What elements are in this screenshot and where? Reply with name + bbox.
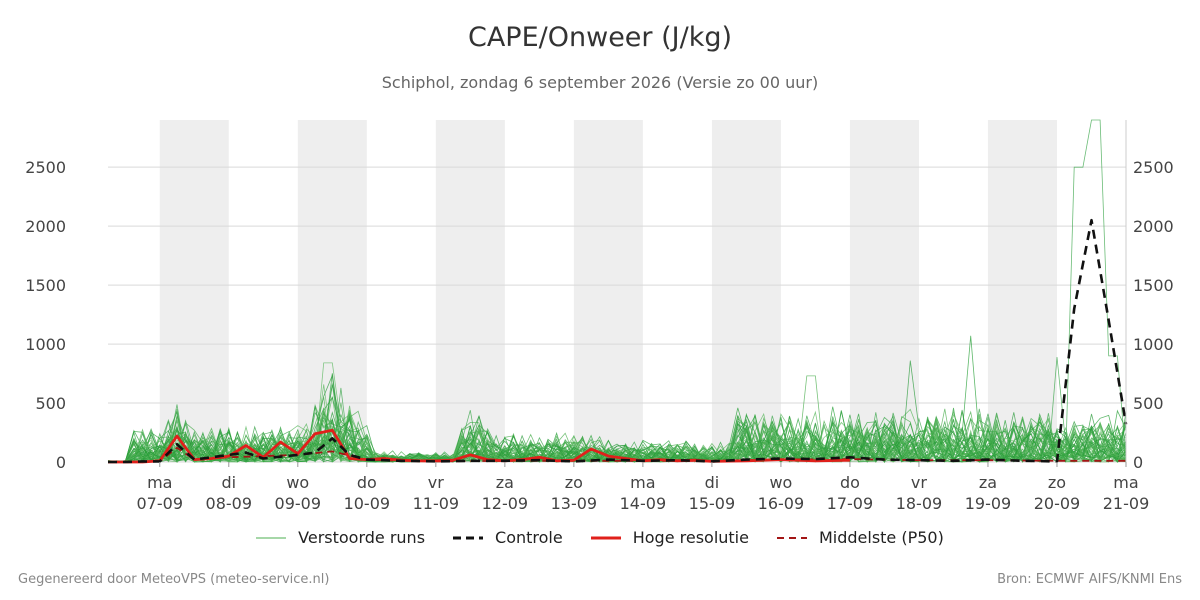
x-tick-day: wo bbox=[286, 473, 309, 492]
x-tick-day: vr bbox=[911, 473, 927, 492]
x-tick-date: 08-09 bbox=[206, 494, 253, 513]
weekday-band bbox=[573, 120, 643, 462]
x-tick-date: 11-09 bbox=[413, 494, 460, 513]
weekday-band bbox=[849, 120, 919, 462]
x-tick-date: 13-09 bbox=[551, 494, 598, 513]
x-tick-date: 21-09 bbox=[1103, 494, 1150, 513]
x-tick-day: do bbox=[840, 473, 860, 492]
x-tick-day: do bbox=[357, 473, 377, 492]
weekday-shading bbox=[159, 120, 1057, 462]
x-tick-date: 16-09 bbox=[758, 494, 805, 513]
y-tick-label-left: 500 bbox=[35, 394, 66, 413]
weekday-band bbox=[987, 120, 1057, 462]
chart-title: CAPE/Onweer (J/kg) bbox=[467, 22, 732, 53]
x-tick-day: vr bbox=[428, 473, 444, 492]
y-tick-label-right: 0 bbox=[1133, 453, 1143, 472]
legend-swatch-control bbox=[453, 536, 484, 539]
legend-label-control: Controle bbox=[495, 528, 563, 547]
legend-swatch-median bbox=[776, 536, 807, 539]
x-tick-day: ma bbox=[147, 473, 172, 492]
legend-swatch-perturbed bbox=[256, 537, 287, 538]
x-tick-day: ma bbox=[630, 473, 655, 492]
axes: 0 0 500 500 1000 1000 1500 1500 2000 2000 2500 2500… bbox=[25, 120, 1174, 513]
legend-item-perturbed: Verstoorde runs bbox=[256, 528, 425, 547]
legend-item-control: Controle bbox=[453, 528, 563, 547]
legend-label-median: Middelste (P50) bbox=[818, 528, 944, 547]
y-tick-label-right: 1000 bbox=[1133, 335, 1174, 354]
y-tick-label-left: 2500 bbox=[25, 158, 66, 177]
main-series bbox=[107, 218, 1128, 464]
x-tick-date: 19-09 bbox=[965, 494, 1012, 513]
y-tick-label-left: 0 bbox=[56, 453, 66, 472]
legend-label-highres: Hoge resolutie bbox=[632, 528, 749, 547]
weekday-band bbox=[297, 120, 367, 462]
footer-source: Bron: ECMWF AIFS/KNMI Ens bbox=[997, 572, 1182, 587]
x-tick-date: 15-09 bbox=[689, 494, 736, 513]
footer-credit: Gegenereerd door MeteoVPS (meteo-service… bbox=[18, 572, 330, 587]
legend-label-perturbed: Verstoorde runs bbox=[298, 528, 426, 547]
legend-item-highres: Hoge resolutie bbox=[590, 528, 749, 547]
x-tick-date: 18-09 bbox=[896, 494, 943, 513]
weekday-band bbox=[159, 120, 229, 462]
x-tick-day: zo bbox=[1048, 473, 1066, 492]
legend-swatch-highres bbox=[590, 536, 621, 539]
weekday-band bbox=[435, 120, 505, 462]
x-tick-day: wo bbox=[769, 473, 792, 492]
ensemble-member-line bbox=[107, 407, 1127, 463]
x-tick-date: 07-09 bbox=[137, 494, 184, 513]
y-tick-label-left: 2000 bbox=[25, 217, 66, 236]
x-tick-date: 17-09 bbox=[827, 494, 874, 513]
x-tick-date: 09-09 bbox=[275, 494, 322, 513]
legend-item-median: Middelste (P50) bbox=[776, 528, 944, 547]
x-tick-day: zo bbox=[565, 473, 583, 492]
x-tick-day: di bbox=[705, 473, 720, 492]
weekday-band bbox=[711, 120, 781, 462]
x-tick-date: 14-09 bbox=[620, 494, 667, 513]
x-tick-day: za bbox=[979, 473, 997, 492]
y-tick-label-right: 500 bbox=[1133, 394, 1164, 413]
y-tick-label-right: 1500 bbox=[1133, 276, 1174, 295]
ensemble-member-line bbox=[107, 373, 1127, 463]
x-tick-date: 10-09 bbox=[344, 494, 391, 513]
y-tick-label-left: 1000 bbox=[25, 335, 66, 354]
x-tick-day: za bbox=[496, 473, 514, 492]
x-tick-date: 20-09 bbox=[1034, 494, 1081, 513]
chart-subtitle: Schiphol, zondag 6 september 2026 (Versi… bbox=[381, 73, 819, 92]
x-tick-day: di bbox=[221, 473, 236, 492]
series-line-controle bbox=[108, 218, 1128, 464]
y-tick-label-right: 2000 bbox=[1133, 217, 1174, 236]
legend: Verstoorde runs Controle Hoge resolutie … bbox=[0, 528, 1200, 547]
x-tick-date: 12-09 bbox=[482, 494, 529, 513]
y-tick-label-left: 1500 bbox=[25, 276, 66, 295]
x-tick-day: ma bbox=[1113, 473, 1138, 492]
ensemble-member-line bbox=[107, 415, 1127, 463]
y-tick-label-right: 2500 bbox=[1133, 158, 1174, 177]
